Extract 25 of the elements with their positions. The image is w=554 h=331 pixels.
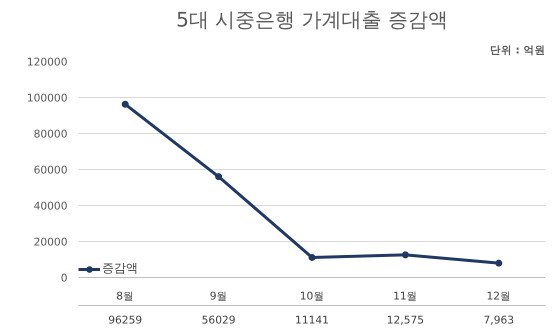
legend-label: 증감액 [102, 260, 138, 277]
x-tick-label: 11월 [393, 290, 418, 302]
y-tick-label: 60000 [34, 164, 68, 176]
data-label: 11141 [295, 314, 329, 326]
point [308, 254, 316, 261]
point [215, 173, 222, 180]
x-tick-label: 10월 [300, 290, 324, 302]
x-tick-label: 8월 [116, 290, 134, 302]
point [495, 260, 502, 267]
x-tick-label: 12월 [486, 290, 512, 302]
y-tick-label: 20000 [34, 236, 68, 248]
y-tick-label: 100000 [26, 92, 68, 104]
y-tick-label: 120000 [26, 56, 68, 68]
data-label: 56029 [202, 314, 236, 326]
x-tick-label: 9월 [210, 290, 228, 302]
data-label: 96259 [108, 314, 142, 326]
point [402, 251, 409, 258]
y-tick-label: 0 [60, 272, 68, 284]
point [122, 100, 129, 108]
y-tick-label: 80000 [34, 128, 68, 140]
data-label: 12,575 [386, 314, 424, 326]
chart-title: 5대 시중은행 가계대출 증감액 [176, 8, 448, 32]
text: 단위 : 억원 [490, 44, 546, 56]
y-tick-label: 40000 [34, 200, 68, 212]
data-label: 7,963 [484, 314, 514, 326]
